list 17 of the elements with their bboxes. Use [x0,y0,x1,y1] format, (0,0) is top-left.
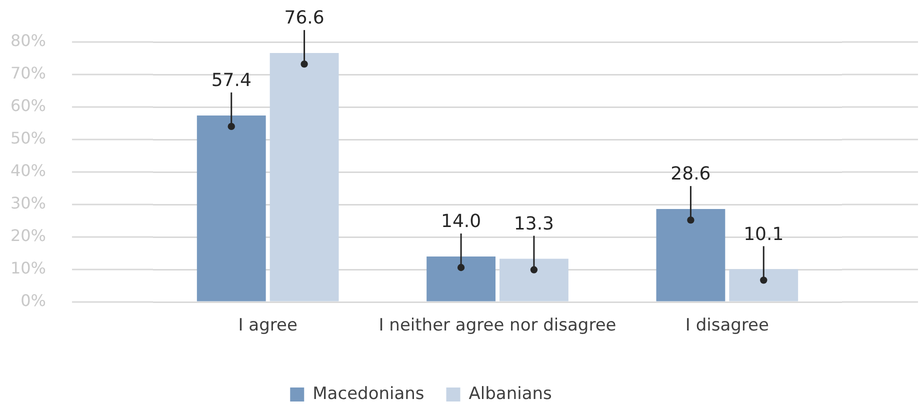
bar [656,209,726,302]
x-tick-label: I disagree [685,316,769,336]
data-label: 13.3 [514,213,554,234]
bar [196,115,266,302]
data-label: 57.4 [211,70,252,92]
legend-label: Albanians [468,384,552,404]
data-label: 28.6 [670,164,711,185]
bar [270,53,339,302]
bar [500,258,568,302]
data-label: 14.0 [441,211,482,232]
data-label: 76.6 [284,8,324,29]
bar [729,269,798,302]
x-tick-label: I agree [238,316,298,336]
bar [426,256,496,302]
data-label: 10.1 [744,224,784,245]
legend-label: Macedonians [312,384,424,404]
x-tick-label: I neither agree nor disagree [378,316,616,336]
